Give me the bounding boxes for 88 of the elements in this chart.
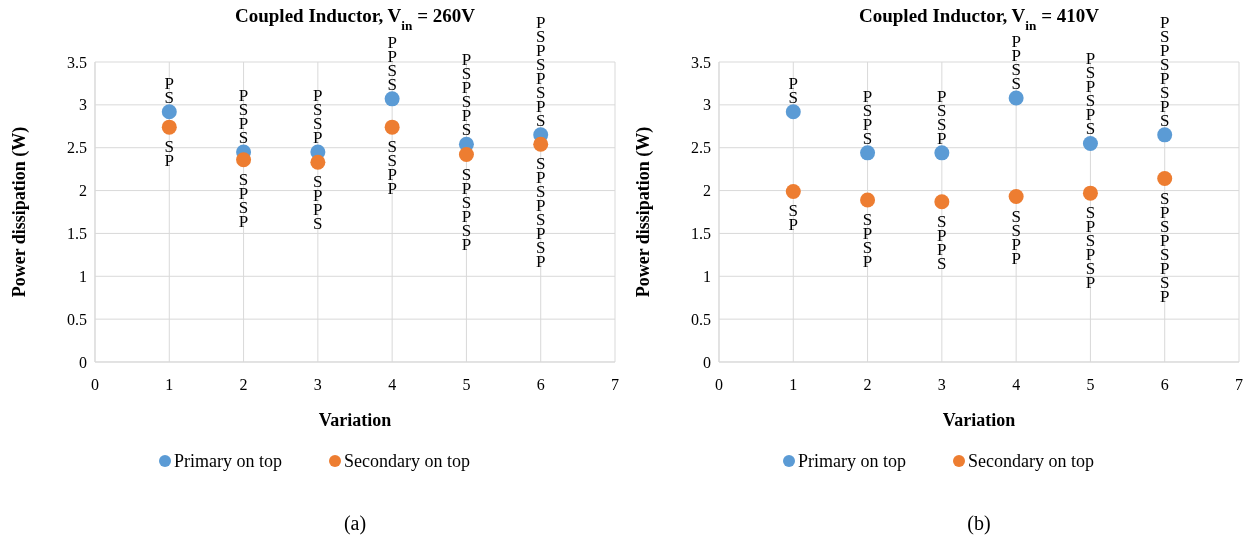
point	[533, 136, 549, 152]
annotation: PSPS	[858, 86, 878, 144]
x-tick-label: 6	[536, 376, 545, 393]
y-tick-label: 3	[79, 96, 87, 114]
x-axis-title: Variation	[942, 410, 1016, 430]
point	[161, 104, 177, 120]
x-axis-title: Variation	[318, 410, 392, 430]
annotation: PSPSPSPS	[531, 12, 551, 126]
text: (a)	[343, 512, 367, 535]
x-tick-label: 5	[1086, 376, 1095, 393]
y-tick-label: 3.5	[67, 53, 87, 71]
x-tick-label: 1	[165, 376, 174, 393]
annotation: SPPS	[308, 172, 328, 230]
text: (b)	[967, 512, 991, 535]
annotation: SPSPSPSP	[1155, 188, 1175, 302]
legend-label: Secondary on top	[968, 451, 1094, 472]
x-tick-label: 3	[937, 376, 946, 393]
annotation: PSSP	[932, 86, 952, 144]
y-tick-label: 1.5	[67, 225, 87, 243]
point	[458, 147, 474, 163]
annotation: SSPP	[382, 137, 402, 195]
y-tick-label: 3	[703, 96, 711, 114]
annotation: SPSPSP	[1080, 203, 1100, 289]
annotation: SPSPSP	[456, 164, 476, 250]
point	[785, 104, 801, 120]
point	[236, 152, 252, 168]
x-tick-label: 4	[1012, 376, 1021, 393]
point	[934, 145, 950, 161]
y-tick-label: 1	[703, 267, 711, 285]
point	[384, 91, 400, 107]
x-tick-label: 4	[388, 376, 397, 393]
annotation: SP	[159, 137, 179, 167]
x-tick-label: 2	[863, 376, 872, 393]
annotation: SPSP	[858, 210, 878, 267]
legend-label: Primary on top	[174, 451, 282, 472]
point	[1157, 127, 1173, 143]
legend-label: Primary on top	[798, 451, 906, 472]
annotation: PPSS	[1006, 32, 1026, 89]
x-tick-label: 1	[789, 376, 798, 393]
annotation: SSPP	[1006, 206, 1026, 264]
annotation: SPSPSPSP	[531, 154, 551, 268]
annotation: PPSS	[382, 32, 402, 90]
y-tick-label: 0.5	[691, 310, 711, 328]
annotation: PSSP	[308, 86, 328, 143]
y-tick-label: 3.5	[691, 53, 711, 71]
y-tick-label: 0.5	[67, 310, 87, 328]
point	[1008, 90, 1024, 106]
annotation: PS	[159, 73, 179, 103]
annotation: PSPSPS	[1080, 49, 1100, 135]
x-tick-label: 0	[91, 376, 99, 393]
y-tick-label: 2	[703, 182, 711, 200]
point	[161, 119, 177, 135]
chart-title: Coupled Inductor, V$_{in}$ = 260V	[235, 5, 476, 33]
x-tick-label: 0	[715, 376, 723, 393]
y-tick-label: 0	[703, 353, 711, 371]
x-tick-label: 5	[462, 376, 471, 393]
y-tick-label: 2	[79, 182, 87, 200]
annotation: SPSP	[234, 169, 254, 227]
annotation: PSPSPS	[456, 50, 476, 136]
y-tick-label: 2.5	[691, 139, 711, 157]
point	[860, 145, 876, 161]
x-tick-label: 7	[611, 376, 619, 393]
y-tick-label: 0	[79, 353, 87, 371]
point	[860, 192, 876, 208]
point	[1082, 135, 1098, 151]
point	[384, 119, 400, 135]
y-tick-label: 1	[79, 267, 87, 285]
annotation: SP	[783, 201, 803, 231]
y-axis-title: Power dissipation (W)	[633, 126, 654, 298]
point	[1157, 171, 1173, 187]
annotation: SPPS	[932, 211, 952, 269]
x-tick-label: 6	[1160, 376, 1169, 393]
y-axis-title: Power dissipation (W)	[9, 126, 30, 298]
annotation: PSPSPSPS	[1155, 12, 1175, 126]
point	[934, 194, 950, 210]
y-tick-label: 1.5	[691, 225, 711, 243]
x-tick-label: 7	[1235, 376, 1243, 393]
point	[1008, 189, 1024, 205]
point	[785, 183, 801, 199]
legend-label: Secondary on top	[344, 451, 470, 472]
annotation: PSPS	[234, 86, 254, 143]
annotation: PS	[783, 73, 803, 103]
x-tick-label: 2	[239, 376, 248, 393]
point	[310, 154, 326, 170]
x-tick-label: 3	[313, 376, 322, 393]
y-tick-label: 2.5	[67, 139, 87, 157]
chart-title: Coupled Inductor, V$_{in}$ = 410V	[859, 5, 1100, 33]
point	[1082, 185, 1098, 201]
